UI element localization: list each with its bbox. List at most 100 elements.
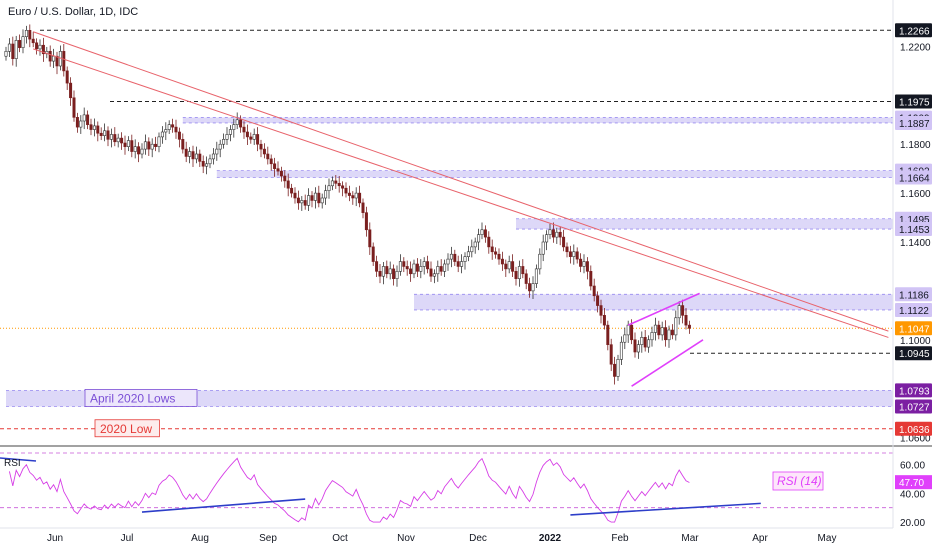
candle-body-45 bbox=[157, 136, 161, 147]
candle-body-84 bbox=[290, 187, 294, 194]
candle-body-177 bbox=[606, 324, 610, 345]
candle-body-78 bbox=[269, 158, 273, 165]
price-label-9: 1.1122 bbox=[899, 306, 929, 317]
candle-body-164 bbox=[562, 236, 566, 248]
candle-body-35 bbox=[123, 142, 127, 147]
candle-body-34 bbox=[120, 137, 124, 144]
candle-body-32 bbox=[113, 134, 117, 143]
candle-body-175 bbox=[599, 305, 603, 316]
candle-body-104 bbox=[358, 192, 362, 204]
candle-body-158 bbox=[541, 241, 545, 255]
candle-body-134 bbox=[460, 261, 464, 267]
candle-body-61 bbox=[211, 153, 215, 160]
candle-body-59 bbox=[205, 163, 209, 167]
candle-body-109 bbox=[375, 261, 379, 272]
trendline-lower bbox=[33, 48, 889, 338]
candle-body-3 bbox=[14, 40, 18, 59]
price-label-3: 1.1887 bbox=[899, 119, 930, 130]
zone-4 bbox=[6, 390, 893, 407]
candle-body-9 bbox=[35, 42, 39, 50]
candle-body-135 bbox=[463, 256, 467, 262]
candle-body-184 bbox=[630, 324, 634, 341]
y-tick-0: 1.2200 bbox=[900, 42, 931, 53]
trendlines bbox=[33, 31, 889, 387]
rsi-panel: RSI RSI (14) 60.00 40.00 20.00 47.70 bbox=[0, 452, 932, 529]
rsi-divergence-1 bbox=[570, 502, 761, 516]
candle-body-105 bbox=[361, 202, 365, 213]
candle-body-51 bbox=[177, 131, 181, 140]
zone-2 bbox=[516, 218, 893, 230]
candle-body-27 bbox=[96, 125, 100, 134]
candle-body-157 bbox=[538, 253, 542, 270]
candle-body-193 bbox=[660, 327, 664, 336]
candle-body-93 bbox=[320, 197, 324, 204]
candle-body-125 bbox=[429, 268, 433, 277]
candle-body-167 bbox=[572, 251, 576, 257]
rsi-divergence-left bbox=[0, 457, 37, 462]
wedge-top bbox=[627, 292, 700, 326]
candle-body-96 bbox=[330, 180, 334, 187]
candle-body-188 bbox=[643, 337, 647, 348]
candle-body-196 bbox=[670, 329, 674, 336]
rsi-current-label: 47.70 bbox=[899, 478, 924, 489]
candle-body-165 bbox=[565, 246, 569, 253]
rsi-tick-1: 40.00 bbox=[900, 489, 925, 500]
candle-body-180 bbox=[616, 359, 620, 377]
candle-body-201 bbox=[687, 324, 691, 329]
price-label-5: 1.1664 bbox=[899, 173, 930, 184]
candle-body-62 bbox=[215, 148, 219, 155]
candle-body-26 bbox=[92, 125, 96, 130]
price-level-lines bbox=[0, 29, 893, 430]
annotation-box-0 bbox=[84, 389, 198, 407]
candle-body-65 bbox=[225, 134, 229, 140]
candle-body-48 bbox=[167, 124, 171, 130]
rsi-legend: RSI (14) bbox=[777, 474, 822, 488]
candle-body-82 bbox=[283, 175, 287, 182]
zone-1 bbox=[216, 170, 894, 178]
candle-body-58 bbox=[201, 161, 205, 167]
candle-body-69 bbox=[239, 119, 243, 128]
candle-body-89 bbox=[307, 195, 311, 206]
price-label-bg-11 bbox=[895, 346, 932, 361]
candle-body-138 bbox=[473, 241, 477, 248]
candle-body-21 bbox=[75, 117, 79, 128]
x-label-3: Sep bbox=[259, 533, 277, 544]
candle-body-191 bbox=[653, 324, 657, 333]
candle-body-4 bbox=[18, 40, 22, 48]
candle-body-68 bbox=[235, 119, 239, 125]
candle-body-28 bbox=[99, 132, 103, 136]
price-label-bg-12 bbox=[895, 383, 932, 398]
candle-body-54 bbox=[188, 151, 192, 157]
candle-body-153 bbox=[524, 273, 528, 284]
candle-body-19 bbox=[69, 82, 73, 99]
x-label-7: 2022 bbox=[539, 533, 562, 544]
price-axis: 1.2200 1.1800 1.1600 1.1400 1.1000 1.0600 1.22… bbox=[895, 23, 932, 445]
candle-body-30 bbox=[106, 130, 110, 140]
candle-body-147 bbox=[504, 263, 508, 270]
candle-body-6 bbox=[24, 30, 28, 37]
candle-body-72 bbox=[249, 136, 253, 140]
candle-body-161 bbox=[551, 229, 555, 238]
candle-body-183 bbox=[626, 324, 630, 336]
candle-body-57 bbox=[198, 153, 202, 162]
candle-body-91 bbox=[313, 192, 317, 201]
candle-body-39 bbox=[137, 146, 141, 155]
candle-body-119 bbox=[409, 268, 413, 275]
candles bbox=[4, 24, 691, 385]
candle-body-190 bbox=[650, 332, 654, 341]
candle-body-171 bbox=[585, 261, 589, 272]
candle-body-181 bbox=[619, 341, 623, 360]
price-label-13: 1.0727 bbox=[899, 403, 930, 414]
candle-body-137 bbox=[470, 246, 474, 253]
candle-body-94 bbox=[324, 190, 328, 199]
candle-body-7 bbox=[28, 30, 32, 40]
candle-body-67 bbox=[232, 124, 236, 130]
candle-body-145 bbox=[497, 253, 501, 260]
candle-body-90 bbox=[310, 195, 314, 201]
candle-body-149 bbox=[511, 261, 515, 272]
candle-body-22 bbox=[79, 120, 83, 128]
candle-body-159 bbox=[545, 234, 549, 243]
candle-body-131 bbox=[449, 253, 453, 260]
candle-body-103 bbox=[354, 192, 358, 199]
price-label-12: 1.0793 bbox=[899, 386, 930, 397]
